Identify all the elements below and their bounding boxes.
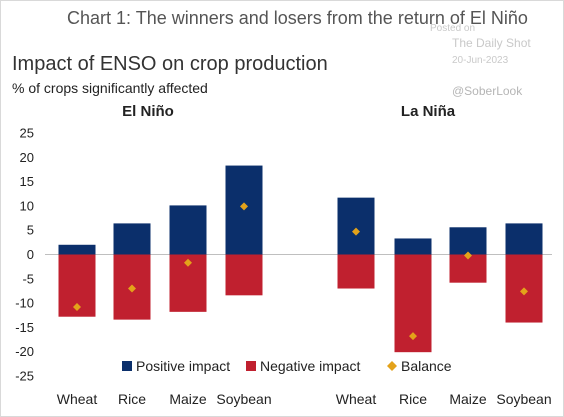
- y-tick-label: 15: [20, 174, 34, 189]
- group-label: La Niña: [401, 103, 456, 120]
- balance-marker: [128, 284, 136, 293]
- positive-bar: [113, 223, 151, 255]
- y-tick-label: 20: [20, 150, 34, 165]
- positive-bar: [337, 197, 375, 255]
- y-axis-label: % of crops significantly affected: [12, 80, 208, 96]
- legend-label: Positive impact: [136, 358, 230, 374]
- legend-label: Balance: [401, 358, 452, 374]
- watermark-source: The Daily Shot: [452, 36, 531, 50]
- legend-swatch: [246, 361, 256, 371]
- balance-marker: [73, 302, 81, 311]
- legend-swatch: [122, 361, 132, 371]
- y-tick-label: 0: [27, 247, 34, 262]
- watermark-handle: @SoberLook: [452, 84, 523, 98]
- legend-label: Negative impact: [260, 358, 360, 374]
- chart-subtitle: Impact of ENSO on crop production: [12, 53, 328, 75]
- x-category-label: Rice: [118, 391, 146, 407]
- y-tick-label: 25: [20, 126, 34, 141]
- balance-marker: [464, 251, 472, 260]
- balance-marker: [520, 287, 528, 296]
- positive-bar: [505, 223, 543, 255]
- y-tick-label: -25: [15, 369, 34, 384]
- positive-bar: [394, 238, 432, 255]
- x-category-label: Maize: [449, 391, 487, 407]
- y-tick-label: -15: [15, 320, 34, 335]
- positive-bar: [58, 244, 96, 255]
- x-category-label: Soybean: [496, 391, 551, 407]
- x-category-label: Wheat: [336, 391, 377, 407]
- legend-swatch: [387, 361, 397, 371]
- x-category-label: Soybean: [216, 391, 271, 407]
- x-category-label: Wheat: [57, 391, 98, 407]
- y-tick-label: -10: [15, 296, 34, 311]
- balance-marker: [352, 227, 360, 236]
- positive-bar: [169, 205, 207, 255]
- y-tick-label: 10: [20, 198, 34, 213]
- y-tick-label: -20: [15, 344, 34, 359]
- balance-marker: [240, 202, 248, 211]
- x-category-label: Maize: [169, 391, 207, 407]
- watermark-posted-on: Posted on: [430, 23, 476, 34]
- chart-title: Chart 1: The winners and losers from the…: [67, 8, 528, 28]
- positive-bar: [449, 227, 487, 255]
- balance-marker: [409, 332, 417, 341]
- group-label: El Niño: [122, 103, 174, 120]
- watermark-date: 20-Jun-2023: [452, 55, 509, 66]
- x-category-label: Rice: [399, 391, 427, 407]
- negative-bar: [225, 254, 263, 296]
- negative-bar: [337, 254, 375, 289]
- y-tick-label: 5: [27, 223, 34, 238]
- balance-marker: [184, 258, 192, 267]
- y-tick-label: -5: [22, 271, 34, 286]
